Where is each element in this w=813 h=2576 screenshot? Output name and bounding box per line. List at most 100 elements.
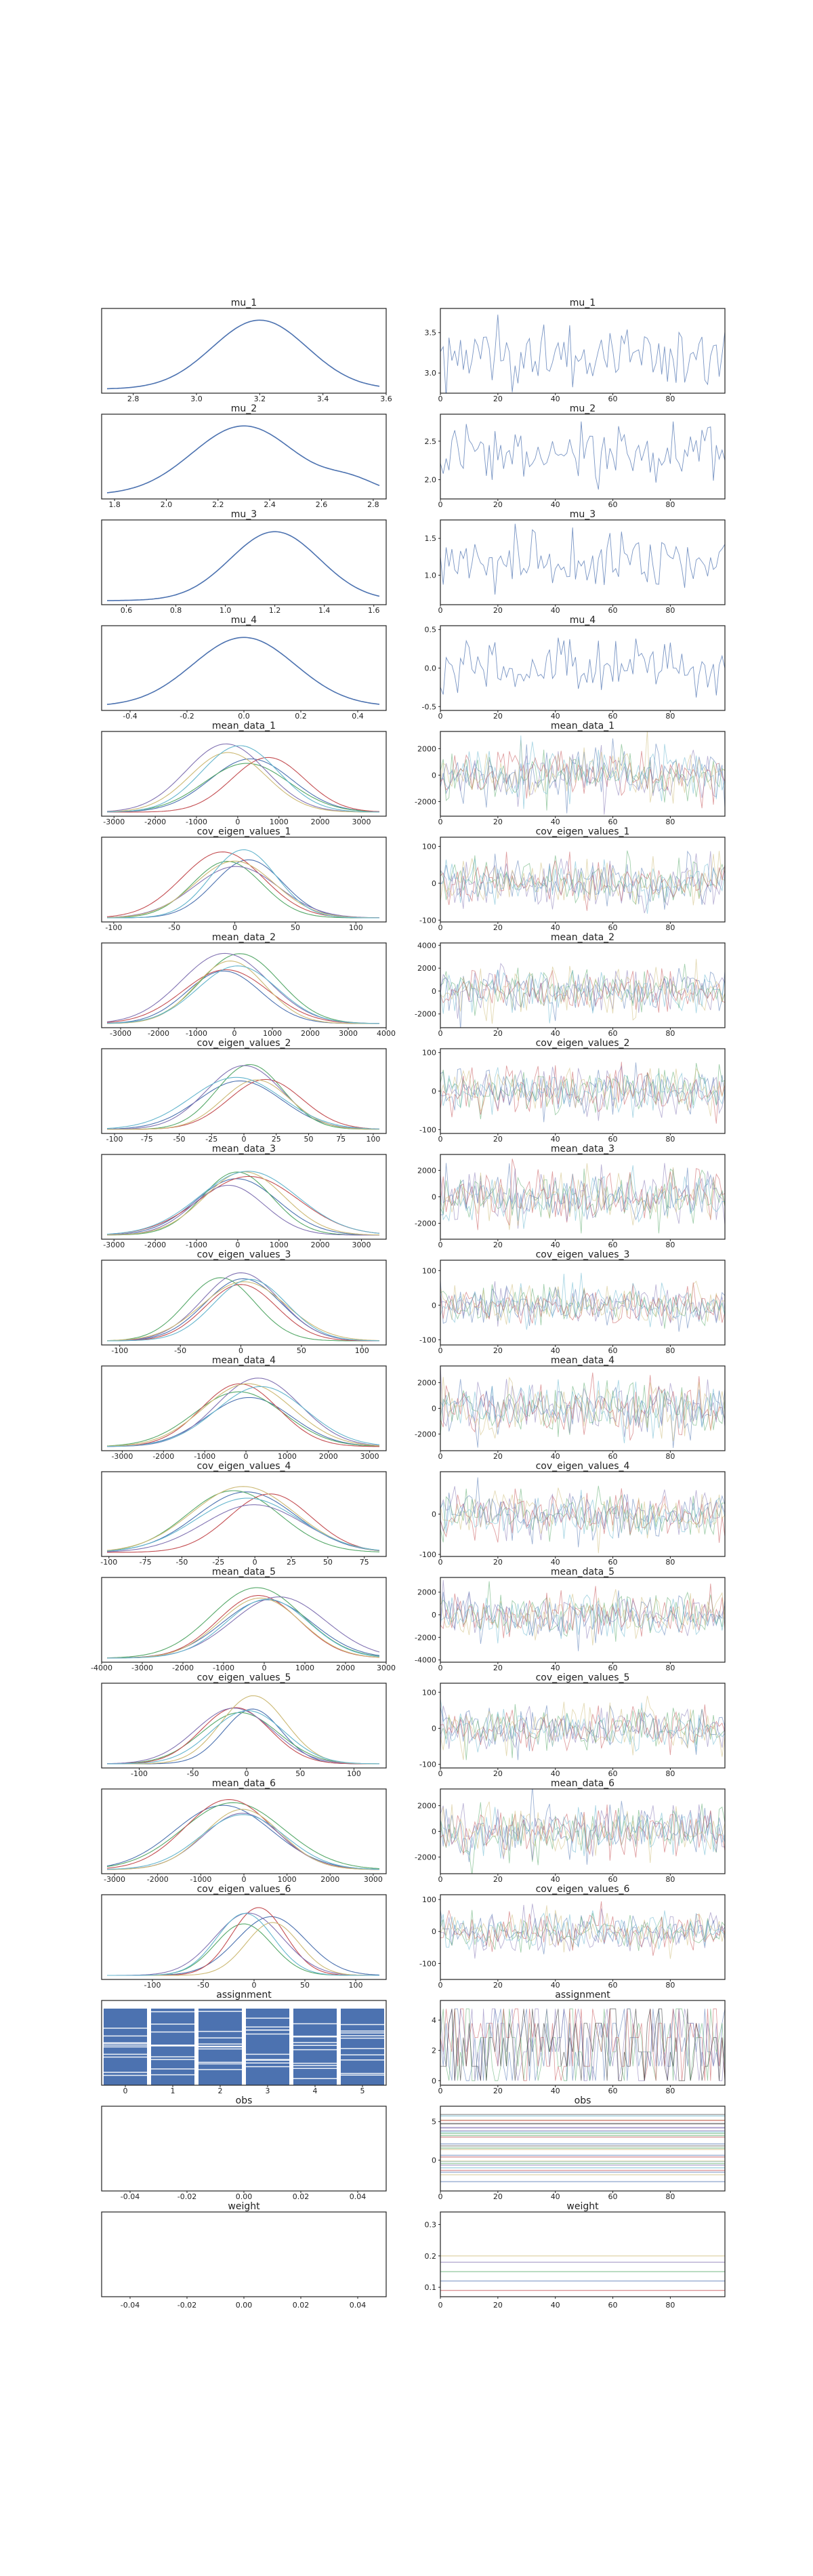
x-tick-label: 20	[493, 1981, 503, 1990]
kde-curve	[107, 1396, 380, 1447]
trace-axes-frame	[440, 942, 726, 1028]
trace-line	[440, 1165, 725, 1229]
x-tick-label: 0	[438, 1241, 443, 1249]
x-tick-label: 20	[493, 1029, 503, 1038]
kde-curve	[106, 637, 380, 705]
x-tick-label: 20	[493, 1241, 503, 1249]
trace-title: obs	[575, 2095, 591, 2106]
x-tick-label: -0.4	[123, 712, 137, 721]
x-tick-label: 2.2	[212, 500, 224, 509]
kde-panel: mean_data_6 -3000 -2000 -1000 0 1000 2000 3000	[101, 1778, 387, 1884]
row-cov_eigen_values_4: cov_eigen_values_4-100 -75 -50 -25 0 25 50 75co…	[100, 1461, 726, 1567]
trace-lines	[440, 1366, 725, 1448]
kde-curve	[106, 1497, 380, 1552]
kde-axes-frame	[101, 1577, 387, 1663]
x-tick-label: 0	[242, 1875, 247, 1884]
trace-lines	[440, 637, 725, 698]
kde-curve	[106, 1504, 380, 1552]
kde-curve	[107, 1809, 380, 1870]
kde-panel: mean_data_1 -3000 -2000 -1000 0 1000 2000 3000	[101, 721, 387, 826]
y-tick-label: 4000	[417, 941, 436, 950]
trace-line	[440, 850, 725, 906]
x-tick-label: 0	[438, 1452, 443, 1461]
x-tick-label: 0	[438, 1029, 443, 1038]
x-tick-label: -100	[100, 1558, 117, 1567]
x-tick-label: 0	[438, 1981, 443, 1990]
x-tick-label: -4000	[91, 1664, 112, 1672]
x-tick-label: 3000	[339, 1029, 358, 1038]
y-tick-label: 2	[432, 2047, 436, 2055]
x-tick-label: 1.2	[269, 606, 281, 615]
kde-curve	[106, 1065, 379, 1130]
x-tick-label: 20	[493, 1875, 503, 1884]
y-tick-label: 3.5	[425, 329, 437, 338]
kde-curve	[106, 1598, 380, 1659]
kde-curve	[107, 1284, 380, 1342]
trace-line	[440, 1163, 725, 1221]
x-tick-label: 40	[551, 606, 560, 615]
x-tick-label: -50	[175, 1558, 188, 1567]
x-tick-label: 0.8	[170, 606, 182, 615]
x-tick-label: 50	[323, 1558, 333, 1567]
x-tick-label: 80	[665, 1664, 675, 1672]
kde-axes-frame	[101, 2000, 387, 2086]
y-tick-label: -100	[419, 1550, 436, 1559]
x-tick-label: 80	[665, 1135, 675, 1144]
trace-lines	[440, 1272, 725, 1332]
x-tick-label: 0	[438, 500, 443, 509]
x-tick-label: -100	[105, 923, 122, 932]
x-tick-label: -75	[140, 1558, 152, 1567]
x-tick-label: -25	[212, 1558, 224, 1567]
trace-title: mean_data_3	[551, 1144, 614, 1154]
x-tick-label: 0	[438, 923, 443, 932]
kde-panel: mean_data_3 -3000 -2000 -1000 0 1000 2000 3000	[101, 1144, 387, 1249]
kde-curve	[107, 859, 379, 919]
kde-title: mu_2	[231, 403, 257, 414]
x-tick-label: 3.0	[190, 395, 203, 403]
trace-line	[440, 1590, 725, 1651]
kde-curve	[106, 752, 379, 813]
x-tick-label: 80	[665, 500, 675, 509]
kde-curve	[107, 1912, 379, 1976]
x-tick-label: 60	[608, 395, 618, 403]
kde-curve	[106, 1171, 380, 1236]
y-tick-label: 1.5	[425, 534, 437, 543]
x-tick-label: 60	[608, 1769, 618, 1778]
kde-curve	[106, 1076, 379, 1129]
y-tick-label: 0	[432, 2076, 436, 2085]
x-tick-label: 1000	[295, 1664, 314, 1672]
x-tick-label: 0	[262, 1664, 267, 1672]
x-tick-label: 2000	[320, 1875, 339, 1884]
x-tick-label: 0	[232, 923, 237, 932]
kde-curve	[106, 425, 380, 494]
y-tick-label: 0	[432, 987, 436, 996]
trace-line	[440, 1163, 725, 1230]
kde-title: mean_data_3	[212, 1144, 276, 1154]
x-tick-label: -0.02	[178, 2301, 196, 2310]
x-tick-label: 80	[665, 606, 675, 615]
row-mu_2: mu_2 1.8 2.0 2.2 2.4 2.6 2.8 mu_2 2.5 2.0 0 20 40 60 8…	[101, 403, 726, 509]
kde-title: mean_data_2	[212, 932, 276, 943]
trace-line	[440, 1379, 725, 1444]
kde-panel: obs -0.04 -0.02 0.00 0.02 0.04	[101, 2095, 387, 2201]
x-tick-label: 20	[493, 1558, 503, 1567]
y-tick-label: -100	[419, 1335, 436, 1344]
y-tick-label: 0	[432, 1301, 436, 1310]
x-tick-label: 40	[551, 1769, 560, 1778]
x-tick-label: 20	[493, 1664, 503, 1672]
x-tick-label: 40	[551, 1346, 560, 1355]
y-tick-label: 0.3	[425, 2221, 437, 2230]
x-tick-label: 3000	[352, 1241, 371, 1249]
kde-panel: mu_3 0.6 0.8 1.0 1.2 1.4 1.6	[101, 509, 387, 615]
x-tick-label: 40	[551, 1664, 560, 1672]
row-obs: obs -0.04 -0.02 0.00 0.02 0.04 obs 5 0 0 20 40 60 80	[101, 2095, 726, 2201]
y-tick-label: -100	[419, 1125, 436, 1134]
x-tick-label: 80	[665, 1769, 675, 1778]
y-tick-label: 2.0	[425, 476, 437, 485]
kde-curve	[106, 866, 380, 919]
kde-curve	[106, 965, 379, 1024]
kde-curve	[106, 319, 380, 390]
